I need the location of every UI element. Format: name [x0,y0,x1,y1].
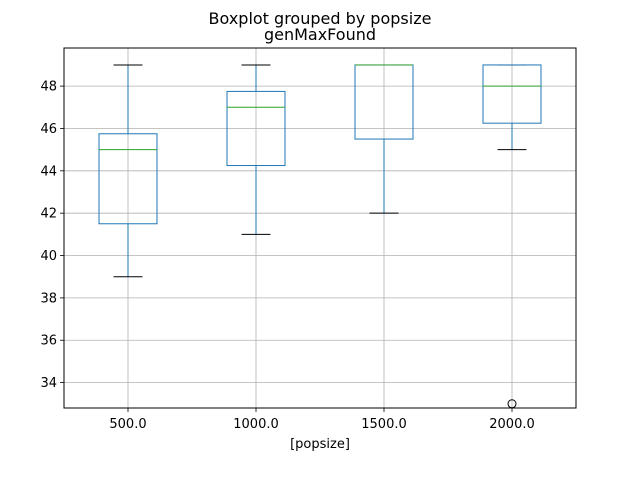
chart-suptitle: Boxplot grouped by popsize [209,9,432,28]
box-iqr [98,133,158,225]
y-tick-label: 40 [40,249,57,264]
y-tick-label: 36 [40,334,57,349]
x-tick-label: 1500.0 [361,417,407,432]
axis-ticks: 34 36 38 40 42 44 46 48 500.0 1000.0 1500.0 2000.0 [40,80,534,432]
y-tick-label: 48 [40,80,57,95]
plot-area-frame [63,47,577,409]
grid-lines [64,48,576,408]
x-tick-label: 2000.0 [489,417,535,432]
x-tick-label: 1000.0 [233,417,279,432]
y-tick-label: 34 [40,376,57,391]
x-tick-label: 500.0 [109,417,146,432]
box-iqr [482,64,542,124]
y-tick-label: 44 [40,164,57,179]
x-axis-label: [popsize] [290,437,350,452]
y-tick-label: 46 [40,122,57,137]
y-tick-label: 38 [40,291,57,306]
chart-title: genMaxFound [264,25,376,44]
box-iqr [226,90,286,167]
box-layer [98,64,542,409]
y-tick-label: 42 [40,207,57,222]
